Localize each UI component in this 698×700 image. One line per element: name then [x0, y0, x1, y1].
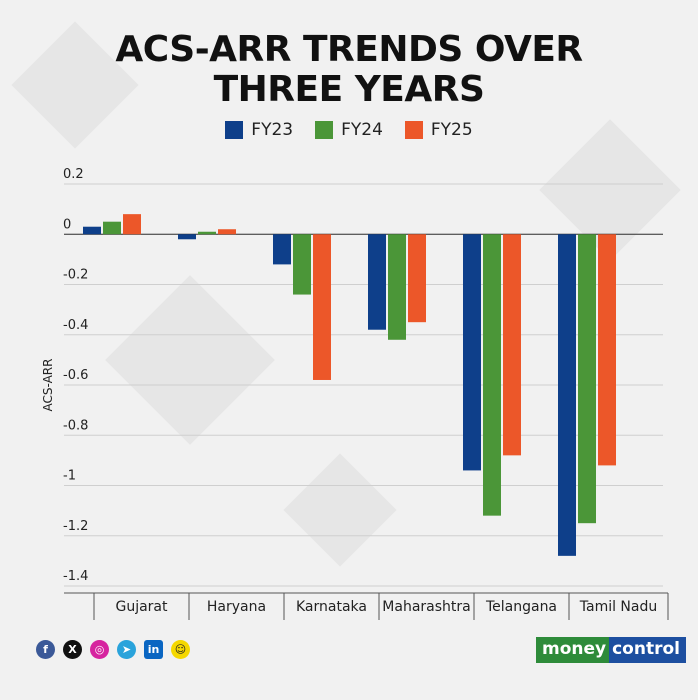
- x-tick-label: Tamil Nadu: [579, 599, 658, 615]
- y-axis-label: ACS-ARR: [41, 359, 55, 412]
- bar-fy24-karnataka: [293, 234, 311, 295]
- y-tick-label: -0.6: [63, 368, 88, 383]
- x-tick-label: Maharashtra: [382, 599, 470, 615]
- logo-part-money: money: [536, 637, 610, 663]
- bar-fy24-maharashtra: [388, 234, 406, 340]
- bar-fy25-tamil-nadu: [598, 234, 616, 466]
- bar-fy25-telangana: [503, 234, 521, 456]
- bar-fy24-haryana: [198, 231, 216, 235]
- logo-part-control: control: [609, 637, 686, 663]
- x-tick-label: Haryana: [207, 599, 266, 615]
- legend-item-fy23: FY23: [225, 120, 293, 140]
- title-line-2: THREE YEARS: [213, 69, 485, 110]
- y-tick-label: 0.2: [63, 167, 84, 182]
- y-tick-label: -1.2: [63, 519, 88, 534]
- title-line-1: ACS-ARR TRENDS OVER: [115, 29, 583, 70]
- telegram-icon[interactable]: ➤: [117, 640, 136, 659]
- x-tick-label: Telangana: [485, 599, 557, 615]
- y-tick-label: -0.2: [63, 268, 88, 283]
- x-tick-label: Gujarat: [115, 599, 168, 615]
- chart-legend: FY23 FY24 FY25: [0, 120, 698, 140]
- x-tick-label: Karnataka: [296, 599, 367, 615]
- bar-fy23-telangana: [463, 234, 481, 471]
- y-tick-label: -1.4: [63, 569, 88, 584]
- bar-fy23-karnataka: [273, 234, 291, 265]
- y-tick-label: -1: [63, 469, 76, 484]
- legend-label-fy25: FY25: [430, 120, 473, 140]
- legend-item-fy25: FY25: [404, 120, 473, 140]
- facebook-icon[interactable]: f: [36, 640, 55, 659]
- x-icon[interactable]: X: [63, 640, 82, 659]
- legend-item-fy24: FY24: [315, 120, 383, 140]
- bar-fy25-haryana: [218, 229, 236, 235]
- legend-label-fy23: FY23: [251, 120, 294, 140]
- y-tick-label: -0.8: [63, 418, 88, 433]
- social-icons: f X ◎ ➤ in ☺: [36, 640, 190, 659]
- bar-fy23-tamil-nadu: [558, 234, 576, 556]
- moneycontrol-logo: money control: [536, 637, 686, 663]
- legend-swatch-fy24: [315, 121, 334, 139]
- bar-fy25-maharashtra: [408, 234, 426, 323]
- bar-fy25-gujarat: [123, 214, 141, 235]
- bar-fy25-karnataka: [313, 234, 331, 380]
- legend-swatch-fy25: [404, 121, 423, 139]
- instagram-icon[interactable]: ◎: [90, 640, 109, 659]
- legend-label-fy24: FY24: [341, 120, 383, 140]
- chart-title: ACS-ARR TRENDS OVER THREE YEARS: [0, 30, 698, 110]
- legend-swatch-fy23: [225, 121, 244, 139]
- bar-fy24-tamil-nadu: [578, 234, 596, 524]
- snapchat-icon[interactable]: ☺: [171, 640, 190, 659]
- bar-fy24-telangana: [483, 234, 501, 516]
- y-tick-label: 0: [63, 217, 71, 232]
- linkedin-icon[interactable]: in: [144, 640, 163, 659]
- bar-fy23-haryana: [178, 234, 196, 240]
- bar-fy24-gujarat: [103, 221, 121, 235]
- y-tick-label: -0.4: [63, 318, 88, 333]
- bar-fy23-gujarat: [83, 226, 101, 235]
- bar-fy23-maharashtra: [368, 234, 386, 330]
